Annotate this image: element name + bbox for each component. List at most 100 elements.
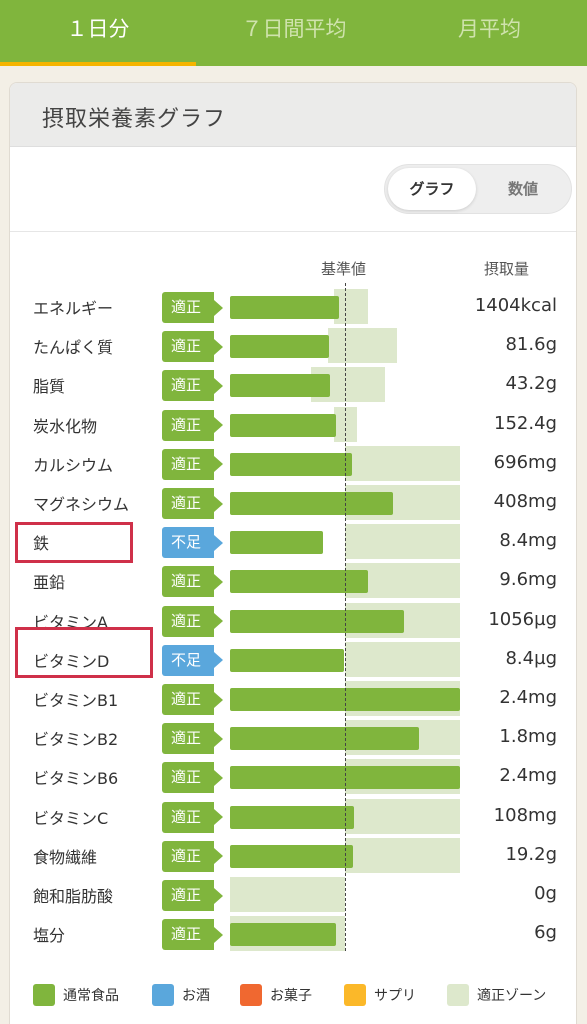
- adequate-zone: [345, 524, 460, 560]
- intake-value: 2.4mg: [499, 765, 557, 787]
- active-tab-indicator: [0, 62, 196, 66]
- status-badge: 適正: [162, 723, 223, 755]
- intake-bar: [230, 648, 344, 672]
- status-badge: 適正: [162, 488, 223, 519]
- nutrient-label: 脂質: [33, 377, 66, 397]
- nutrient-label: ビタミンD: [33, 651, 110, 671]
- intake-bar: [230, 492, 394, 515]
- intake-value: 43.2g: [505, 373, 557, 395]
- status-badge: 適正: [162, 448, 223, 480]
- nutrient-row: 炭水化物 適正 152.4g: [10, 405, 576, 444]
- intake-bar: [230, 609, 404, 633]
- nutrient-row: たんぱく質 適正 81.6g: [10, 326, 576, 365]
- nutrient-row: 飽和脂肪酸 適正 0g: [10, 875, 576, 914]
- intake-bar: [230, 374, 331, 398]
- reference-value-header: 基準値: [321, 260, 367, 278]
- nutrient-row: ビタミンB6 適正 2.4mg: [10, 757, 576, 796]
- status-badge: 適正: [162, 880, 223, 911]
- reference-line: [345, 283, 346, 951]
- nutrient-label: 炭水化物: [33, 416, 98, 436]
- intake-bar: [230, 413, 336, 437]
- nutrient-row: 亜鉛 適正 9.6mg: [10, 561, 576, 600]
- intake-bar: [230, 844, 354, 868]
- intake-bar: [230, 727, 419, 751]
- status-badge: 適正: [162, 605, 223, 637]
- nutrient-label: 飽和脂肪酸: [33, 887, 114, 906]
- tab-daily[interactable]: １日分: [66, 17, 130, 41]
- view-toggle: グラフ 数値: [384, 164, 572, 214]
- adequate-zone: [333, 289, 368, 324]
- intake-value: 696mg: [493, 451, 557, 473]
- intake-bar: [230, 335, 329, 359]
- nutrient-row: ビタミンA 適正 1056µg: [10, 601, 576, 640]
- divider: [10, 231, 576, 232]
- intake-bar: [230, 923, 336, 947]
- nutrient-row: 塩分 適正 6g: [10, 914, 576, 953]
- nutrient-label: ビタミンB6: [33, 769, 119, 789]
- legend-swatch: [344, 984, 366, 1006]
- adequate-zone: [345, 445, 460, 481]
- intake-value: 19.2g: [505, 843, 557, 865]
- nutrient-label: ビタミンA: [33, 612, 108, 632]
- nutrient-row: ビタミンB1 適正 2.4mg: [10, 679, 576, 718]
- intake-value: 9.6mg: [499, 569, 557, 591]
- tab-weekly-average[interactable]: ７日間平均: [241, 17, 347, 41]
- intake-value: 1.8mg: [499, 726, 557, 748]
- status-badge: 適正: [162, 684, 223, 715]
- highlight-box-iron: [15, 522, 133, 563]
- legend-swatch: [240, 984, 262, 1006]
- toggle-graph-button[interactable]: グラフ: [388, 168, 476, 210]
- status-badge: 適正: [162, 409, 223, 441]
- intake-bar: [230, 452, 352, 476]
- adequate-zone: [345, 798, 460, 834]
- intake-value: 6g: [534, 922, 557, 944]
- legend-swatch: [33, 984, 55, 1006]
- adequate-zone: [345, 641, 460, 677]
- status-badge: 適正: [162, 840, 223, 872]
- nutrient-row: マグネシウム 適正 408mg: [10, 483, 576, 522]
- highlight-box-vitamin-d: [15, 627, 153, 678]
- nutrient-label: 塩分: [33, 926, 66, 946]
- status-badge: 不足: [162, 527, 223, 559]
- nutrient-label: 亜鉛: [33, 573, 66, 593]
- intake-value: 108mg: [493, 804, 557, 826]
- legend: 通常食品 お酒 お菓子 サプリ 適正ゾーン: [10, 980, 576, 1010]
- nutrient-label: エネルギー: [33, 299, 114, 318]
- nutrient-row: 鉄 不足 8.4mg: [10, 522, 576, 561]
- status-badge: 適正: [162, 331, 223, 363]
- nutrient-row: 脂質 適正 43.2g: [10, 365, 576, 404]
- nutrient-row: カルシウム 適正 696mg: [10, 444, 576, 483]
- legend-swatch: [152, 984, 174, 1006]
- legend-label: 通常食品: [63, 988, 119, 1004]
- intake-value: 8.4µg: [505, 647, 557, 669]
- intake-bar: [230, 570, 368, 594]
- toggle-numeric-button[interactable]: 数値: [507, 180, 538, 198]
- intake-bar: [230, 296, 340, 319]
- legend-label: お酒: [182, 988, 210, 1004]
- intake-value: 8.4mg: [499, 530, 557, 552]
- legend-label: 適正ゾーン: [477, 988, 547, 1004]
- adequate-zone: [230, 877, 345, 912]
- intake-bar: [230, 531, 324, 555]
- tab-monthly-average[interactable]: 月平均: [458, 17, 521, 41]
- intake-value: 408mg: [493, 491, 557, 512]
- status-badge: 適正: [162, 370, 223, 402]
- nutrient-graph-card: 摂取栄養素グラフ グラフ 数値 基準値 摂取量 エネルギー 適正 1404kcal た…: [9, 82, 577, 1024]
- intake-value: 152.4g: [494, 412, 557, 434]
- intake-value: 1404kcal: [474, 295, 557, 316]
- nutrient-row: エネルギー 適正 1404kcal: [10, 287, 576, 326]
- nutrient-label: たんぱく質: [33, 338, 114, 358]
- card-title: 摂取栄養素グラフ: [42, 107, 227, 132]
- status-badge: 不足: [162, 644, 223, 676]
- status-badge: 適正: [162, 566, 223, 598]
- legend-label: お菓子: [270, 988, 312, 1004]
- status-badge: 適正: [162, 919, 223, 951]
- intake-value: 81.6g: [505, 334, 557, 356]
- intake-bar: [230, 805, 355, 829]
- intake-header: 摂取量: [484, 260, 530, 278]
- status-badge: 適正: [162, 292, 223, 323]
- adequate-zone: [327, 328, 397, 364]
- nutrient-row: 食物繊維 適正 19.2g: [10, 836, 576, 875]
- nutrient-label: 食物繊維: [33, 847, 98, 867]
- nutrient-label: カルシウム: [33, 455, 114, 475]
